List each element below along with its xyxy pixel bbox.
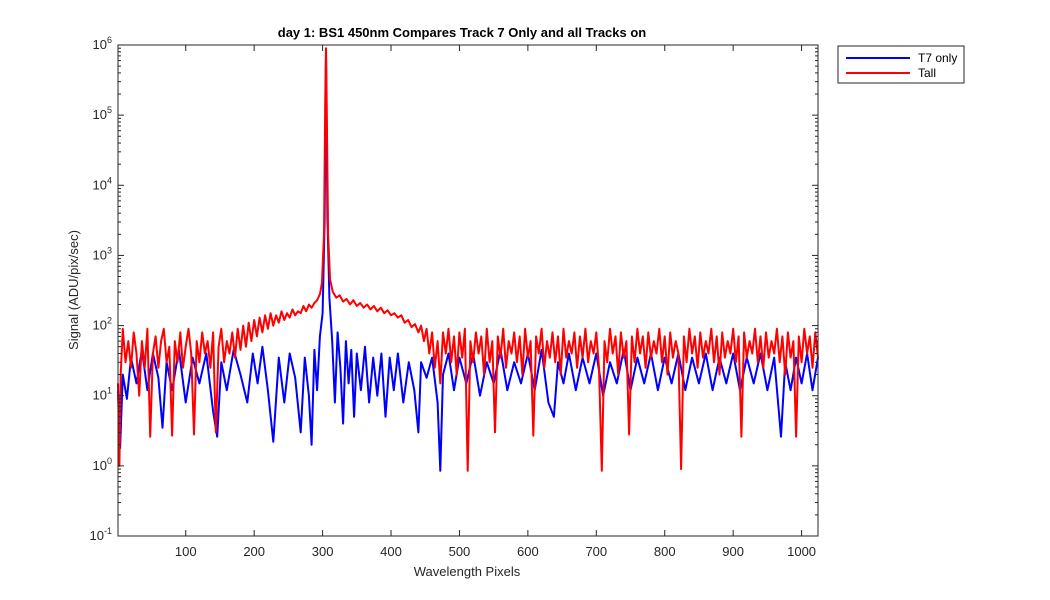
legend-label-tall: Tall <box>918 66 936 80</box>
x-tick-label: 900 <box>722 544 744 559</box>
legend-box <box>837 45 965 84</box>
x-axis-label: Wavelength Pixels <box>414 564 521 579</box>
y-tick-label: 102 <box>93 316 112 333</box>
y-tick-label: 106 <box>93 35 112 52</box>
x-tick-label: 1000 <box>787 544 816 559</box>
x-tick-label: 100 <box>175 544 197 559</box>
y-axis-label: Signal (ADU/pix/sec) <box>66 230 81 350</box>
axes-box <box>117 44 819 537</box>
y-tick-label: 105 <box>93 105 112 122</box>
legend[interactable]: T7 only Tall <box>837 45 965 84</box>
y-tick-label: 10-1 <box>90 526 112 543</box>
x-tick-label: 600 <box>517 544 539 559</box>
y-tick-label: 101 <box>93 386 112 403</box>
chart-title: day 1: BS1 450nm Compares Track 7 Only a… <box>278 25 647 40</box>
y-tick-label: 104 <box>93 175 112 192</box>
series-line-tall <box>117 47 819 472</box>
x-tick-label: 700 <box>585 544 607 559</box>
x-tick-label: 500 <box>449 544 471 559</box>
x-tick-label: 400 <box>380 544 402 559</box>
y-tick-label: 100 <box>93 456 112 473</box>
x-tick-label: 200 <box>243 544 265 559</box>
x-axis-ticks: 100 200 300 400 500 600 700 800 900 1000 <box>175 45 816 559</box>
y-axis-ticks: 10-1 100 101 102 103 104 105 106 <box>90 35 818 543</box>
plot-area: 100 200 300 400 500 600 700 800 900 1000 10-11001… <box>90 35 819 559</box>
x-tick-label: 800 <box>654 544 676 559</box>
x-tick-label: 300 <box>312 544 334 559</box>
series-layer <box>117 47 819 472</box>
y-tick-label: 103 <box>93 245 112 262</box>
legend-label-t7-only: T7 only <box>918 51 957 65</box>
